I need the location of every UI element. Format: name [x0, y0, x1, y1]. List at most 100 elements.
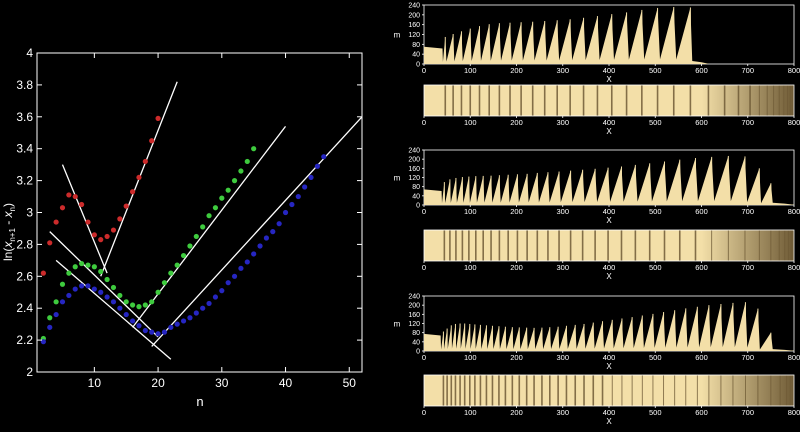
data-point	[85, 219, 91, 225]
data-point	[231, 178, 238, 184]
x-tick-label: 50	[343, 376, 357, 390]
x-axis-label: X	[606, 75, 612, 84]
data-point	[110, 227, 117, 233]
y-tick-label: 240	[408, 294, 420, 301]
x-axis-label: X	[606, 216, 612, 225]
y-tick-label: 80	[412, 42, 420, 49]
x-tick-label: 600	[695, 408, 708, 417]
data-point	[66, 292, 72, 299]
y-tick-label: 3.6	[16, 110, 33, 124]
y-tick-label: 0	[416, 349, 420, 356]
data-point	[142, 302, 148, 308]
y-axis-label: m	[394, 174, 401, 183]
y-axis-label: ln(xn+1 - xn)	[1, 203, 17, 261]
data-point	[53, 219, 59, 225]
x-tick-label: 0	[422, 353, 426, 362]
data-point	[149, 138, 155, 144]
data-point	[123, 203, 129, 209]
data-point	[212, 205, 219, 211]
data-point	[225, 187, 231, 193]
data-point	[91, 264, 97, 270]
data-point	[85, 283, 91, 289]
data-point	[123, 311, 129, 318]
y-tick-label: 160	[408, 22, 420, 29]
density-strip-panel: 0 100 200 300 400 500 600 700 800 X	[422, 374, 800, 426]
data-point	[180, 252, 187, 259]
data-point	[47, 324, 53, 330]
x-tick-label: 800	[788, 207, 800, 216]
x-tick-label: 20	[151, 376, 165, 390]
data-point	[270, 229, 276, 235]
data-point	[104, 233, 110, 240]
data-point	[129, 302, 136, 308]
y-tick-label: 2.2	[16, 333, 33, 347]
y-tick-label: 3	[26, 206, 33, 220]
scatter-plot: 2 2.2 2.4 2.6 2.8 3 3.2 3.4 3.6 3.8 4 10 20 30 40 50 n…	[1, 46, 363, 409]
x-tick-label: 800	[788, 353, 800, 362]
histogram-area	[424, 302, 794, 351]
data-point	[251, 251, 257, 257]
data-point	[321, 154, 327, 160]
x-tick-label: 500	[649, 263, 662, 272]
y-axis-label: m	[394, 320, 401, 329]
x-tick-label: 300	[556, 408, 569, 417]
x-tick-label: 200	[510, 118, 523, 127]
x-tick-label: 200	[510, 66, 523, 75]
x-tick-label: 100	[464, 118, 477, 127]
data-point	[136, 174, 142, 181]
data-point	[72, 193, 78, 200]
y-tick-label: 3.8	[16, 78, 33, 92]
data-point	[117, 292, 123, 299]
x-tick-label: 400	[603, 263, 616, 272]
y-tick-label: 240	[408, 148, 420, 155]
y-tick-label: 160	[408, 166, 420, 173]
x-tick-label: 300	[556, 207, 569, 216]
x-tick-label: 700	[741, 118, 754, 127]
y-tick-label: 80	[412, 184, 420, 191]
x-tick-label: 400	[603, 408, 616, 417]
x-tick-label: 400	[603, 118, 616, 127]
x-tick-label: 600	[695, 263, 708, 272]
x-tick-label: 10	[88, 376, 102, 390]
x-tick-label: 600	[695, 118, 708, 127]
fit-line	[49, 231, 159, 338]
y-tick-label: 0	[416, 203, 420, 210]
series-red	[40, 115, 161, 276]
data-point	[66, 270, 72, 276]
x-tick-label: 700	[741, 408, 754, 417]
data-point	[244, 259, 250, 265]
data-point	[225, 280, 231, 286]
data-point	[98, 289, 104, 295]
fit-line	[61, 164, 108, 274]
data-point	[180, 318, 187, 324]
y-tick-label: 2	[26, 365, 33, 379]
y-tick-label: 120	[408, 321, 420, 328]
data-point	[174, 321, 180, 327]
data-point	[98, 268, 104, 275]
data-point	[244, 158, 250, 165]
x-tick-label: 100	[464, 66, 477, 75]
y-tick-label: 2.4	[16, 301, 33, 315]
data-point	[91, 232, 97, 238]
x-tick-label: 400	[603, 66, 616, 75]
data-point	[40, 339, 46, 345]
data-point	[117, 216, 123, 222]
x-tick-label: 800	[788, 66, 800, 75]
data-point	[123, 299, 129, 305]
fit-line	[55, 259, 172, 360]
data-point	[238, 168, 244, 174]
data-point	[187, 315, 193, 321]
fit-line	[151, 116, 363, 347]
y-tick-label: 40	[412, 193, 420, 200]
x-tick-label: 40	[279, 376, 293, 390]
data-point	[155, 289, 161, 295]
data-point	[155, 115, 161, 121]
data-point	[72, 286, 78, 292]
y-tick-label: 200	[408, 157, 420, 164]
x-tick-label: 300	[556, 66, 569, 75]
y-tick-label: 80	[412, 330, 420, 337]
data-point	[91, 286, 97, 292]
